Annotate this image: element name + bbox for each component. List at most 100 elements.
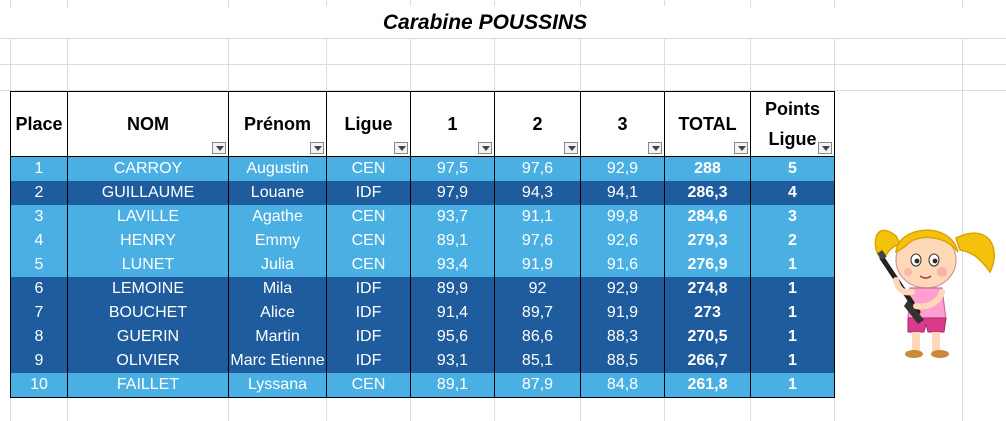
filter-dropdown-icon[interactable] <box>310 142 324 154</box>
cell-total[interactable]: 276,9 <box>664 253 751 277</box>
cell-ligue[interactable]: CEN <box>326 205 411 229</box>
table-row[interactable]: 1 CARROY Augustin CEN 97,5 97,6 92,9 288… <box>10 156 835 181</box>
cell-prenom[interactable]: Martin <box>228 325 327 349</box>
cell-points[interactable]: 4 <box>750 181 835 205</box>
cell-score-3[interactable]: 91,6 <box>580 253 665 277</box>
cell-score-2[interactable]: 91,9 <box>494 253 581 277</box>
cell-nom[interactable]: GUERIN <box>67 325 229 349</box>
cell-prenom[interactable]: Marc Etienne <box>228 349 327 373</box>
cell-nom[interactable]: LEMOINE <box>67 277 229 301</box>
cell-ligue[interactable]: IDF <box>326 301 411 325</box>
cell-points[interactable]: 3 <box>750 205 835 229</box>
cell-score-3[interactable]: 91,9 <box>580 301 665 325</box>
cell-score-1[interactable]: 89,9 <box>410 277 495 301</box>
cell-total[interactable]: 279,3 <box>664 229 751 253</box>
cell-points[interactable]: 5 <box>750 156 835 181</box>
cell-place[interactable]: 1 <box>10 156 68 181</box>
cell-total[interactable]: 266,7 <box>664 349 751 373</box>
cell-place[interactable]: 10 <box>10 373 68 398</box>
cell-score-2[interactable]: 89,7 <box>494 301 581 325</box>
cell-total[interactable]: 261,8 <box>664 373 751 398</box>
filter-dropdown-icon[interactable] <box>564 142 578 154</box>
cell-score-2[interactable]: 97,6 <box>494 229 581 253</box>
cell-points[interactable]: 1 <box>750 349 835 373</box>
cell-nom[interactable]: HENRY <box>67 229 229 253</box>
cell-points[interactable]: 1 <box>750 277 835 301</box>
cell-prenom[interactable]: Augustin <box>228 156 327 181</box>
table-row[interactable]: 5 LUNET Julia CEN 93,4 91,9 91,6 276,9 1 <box>10 253 835 277</box>
table-row[interactable]: 7 BOUCHET Alice IDF 91,4 89,7 91,9 273 1 <box>10 301 835 325</box>
table-row[interactable]: 3 LAVILLE Agathe CEN 93,7 91,1 99,8 284,… <box>10 205 835 229</box>
cell-score-1[interactable]: 97,9 <box>410 181 495 205</box>
cell-score-2[interactable]: 86,6 <box>494 325 581 349</box>
cell-score-3[interactable]: 88,3 <box>580 325 665 349</box>
cell-place[interactable]: 3 <box>10 205 68 229</box>
cell-score-1[interactable]: 97,5 <box>410 156 495 181</box>
cell-points[interactable]: 1 <box>750 301 835 325</box>
cell-score-1[interactable]: 95,6 <box>410 325 495 349</box>
cell-points[interactable]: 1 <box>750 253 835 277</box>
cell-score-3[interactable]: 92,9 <box>580 156 665 181</box>
cell-ligue[interactable]: IDF <box>326 349 411 373</box>
cell-total[interactable]: 284,6 <box>664 205 751 229</box>
cell-score-3[interactable]: 94,1 <box>580 181 665 205</box>
cell-prenom[interactable]: Julia <box>228 253 327 277</box>
cell-score-2[interactable]: 91,1 <box>494 205 581 229</box>
cell-nom[interactable]: BOUCHET <box>67 301 229 325</box>
cell-score-3[interactable]: 99,8 <box>580 205 665 229</box>
cell-ligue[interactable]: CEN <box>326 229 411 253</box>
cell-ligue[interactable]: IDF <box>326 181 411 205</box>
cell-ligue[interactable]: CEN <box>326 373 411 398</box>
cell-score-2[interactable]: 87,9 <box>494 373 581 398</box>
cell-total[interactable]: 286,3 <box>664 181 751 205</box>
cell-score-1[interactable]: 91,4 <box>410 301 495 325</box>
cell-total[interactable]: 288 <box>664 156 751 181</box>
cell-prenom[interactable]: Lyssana <box>228 373 327 398</box>
cell-place[interactable]: 2 <box>10 181 68 205</box>
cell-total[interactable]: 274,8 <box>664 277 751 301</box>
cell-score-3[interactable]: 92,6 <box>580 229 665 253</box>
cell-place[interactable]: 5 <box>10 253 68 277</box>
cell-prenom[interactable]: Emmy <box>228 229 327 253</box>
cell-total[interactable]: 270,5 <box>664 325 751 349</box>
table-row[interactable]: 9 OLIVIER Marc Etienne IDF 93,1 85,1 88,… <box>10 349 835 373</box>
table-row[interactable]: 2 GUILLAUME Louane IDF 97,9 94,3 94,1 28… <box>10 181 835 205</box>
cell-score-2[interactable]: 92 <box>494 277 581 301</box>
filter-dropdown-icon[interactable] <box>648 142 662 154</box>
cell-score-1[interactable]: 93,4 <box>410 253 495 277</box>
cell-nom[interactable]: FAILLET <box>67 373 229 398</box>
table-row[interactable]: 6 LEMOINE Mila IDF 89,9 92 92,9 274,8 1 <box>10 277 835 301</box>
cell-ligue[interactable]: IDF <box>326 325 411 349</box>
cell-prenom[interactable]: Louane <box>228 181 327 205</box>
filter-dropdown-icon[interactable] <box>394 142 408 154</box>
cell-score-2[interactable]: 97,6 <box>494 156 581 181</box>
cell-score-3[interactable]: 88,5 <box>580 349 665 373</box>
filter-dropdown-icon[interactable] <box>478 142 492 154</box>
cell-points[interactable]: 1 <box>750 373 835 398</box>
cell-nom[interactable]: LUNET <box>67 253 229 277</box>
cell-place[interactable]: 8 <box>10 325 68 349</box>
cell-score-2[interactable]: 94,3 <box>494 181 581 205</box>
cell-place[interactable]: 9 <box>10 349 68 373</box>
cell-prenom[interactable]: Mila <box>228 277 327 301</box>
cell-score-1[interactable]: 93,7 <box>410 205 495 229</box>
filter-dropdown-icon[interactable] <box>734 142 748 154</box>
cell-score-3[interactable]: 92,9 <box>580 277 665 301</box>
cell-score-2[interactable]: 85,1 <box>494 349 581 373</box>
cell-place[interactable]: 6 <box>10 277 68 301</box>
filter-dropdown-icon[interactable] <box>212 142 226 154</box>
cell-ligue[interactable]: CEN <box>326 253 411 277</box>
cell-nom[interactable]: LAVILLE <box>67 205 229 229</box>
cell-place[interactable]: 7 <box>10 301 68 325</box>
cell-total[interactable]: 273 <box>664 301 751 325</box>
cell-ligue[interactable]: CEN <box>326 156 411 181</box>
cell-ligue[interactable]: IDF <box>326 277 411 301</box>
cell-points[interactable]: 1 <box>750 325 835 349</box>
filter-dropdown-icon[interactable] <box>818 142 832 154</box>
table-row[interactable]: 8 GUERIN Martin IDF 95,6 86,6 88,3 270,5… <box>10 325 835 349</box>
cell-nom[interactable]: GUILLAUME <box>67 181 229 205</box>
cell-nom[interactable]: OLIVIER <box>67 349 229 373</box>
cell-score-3[interactable]: 84,8 <box>580 373 665 398</box>
cell-place[interactable]: 4 <box>10 229 68 253</box>
cell-score-1[interactable]: 89,1 <box>410 229 495 253</box>
